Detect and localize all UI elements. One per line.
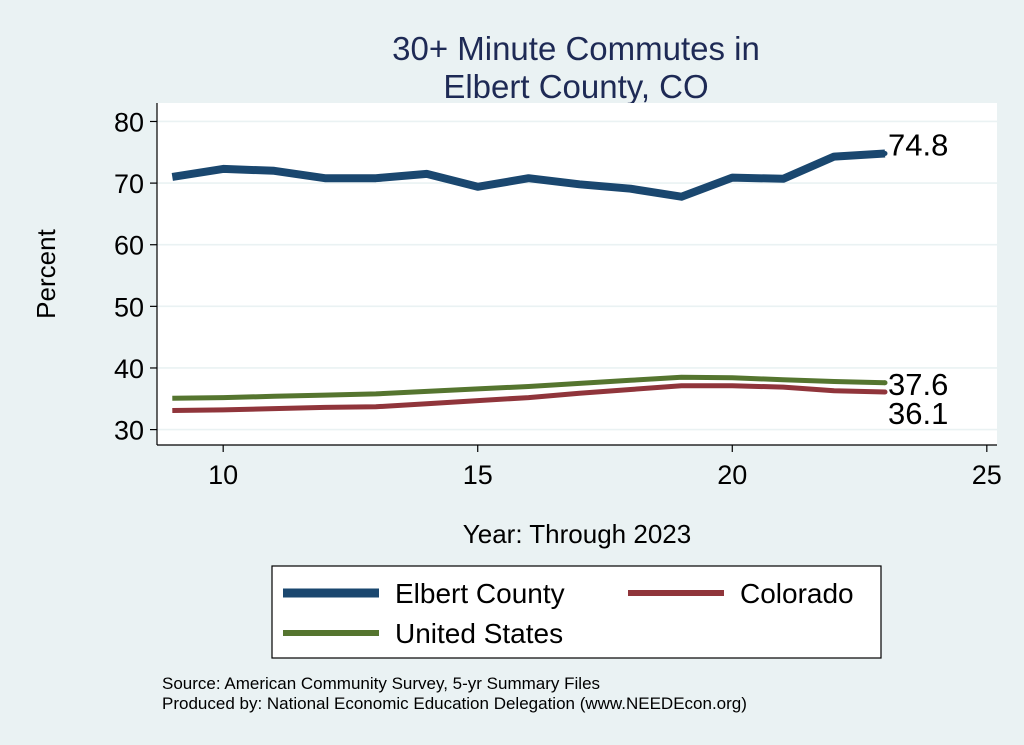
end-label-united-states: 37.6 [888,367,948,402]
legend-label-colorado: Colorado [740,578,854,609]
x-tick-label: 15 [463,460,493,490]
y-tick-label: 40 [114,354,144,384]
end-point-colorado [882,389,888,395]
legend-label-elbert-county: Elbert County [395,578,565,609]
x-tick-label: 25 [972,460,1002,490]
legend-label-united-states: United States [395,618,563,649]
y-tick-label: 60 [114,231,144,261]
end-label-elbert-county: 74.8 [888,128,948,163]
series-lines [171,149,888,413]
series-line-colorado [172,383,886,413]
legend-box [271,565,882,659]
y-axis-label: Percent [31,228,61,318]
end-point-elbert-county [882,151,888,157]
y-tick-label: 30 [114,416,144,446]
chart-title-line-1: 30+ Minute Commutes in [392,30,760,67]
legend: Elbert County Colorado United States [283,578,854,649]
source-note: Source: American Community Survey, 5-yr … [162,674,600,693]
series-line-united-states [172,374,886,401]
y-tick-label: 70 [114,169,144,199]
y-tick-label: 80 [114,107,144,137]
end-labels: 74.8 36.137.6 [888,128,948,431]
x-tick-label: 20 [717,460,747,490]
x-tick-label: 10 [208,460,238,490]
axes: 30 40 50 60 70 80 10 15 20 25 [114,103,1002,490]
end-label-colorado: 36.1 [888,396,948,431]
x-axis-label: Year: Through 2023 [463,519,691,549]
plot-area [157,103,997,445]
end-point-united-states [882,380,888,386]
grid-lines [157,120,997,431]
series-line-elbert-county [171,149,886,201]
produced-note: Produced by: National Economic Education… [162,694,747,713]
y-tick-label: 50 [114,292,144,322]
chart-title-line-2: Elbert County, CO [443,68,708,105]
